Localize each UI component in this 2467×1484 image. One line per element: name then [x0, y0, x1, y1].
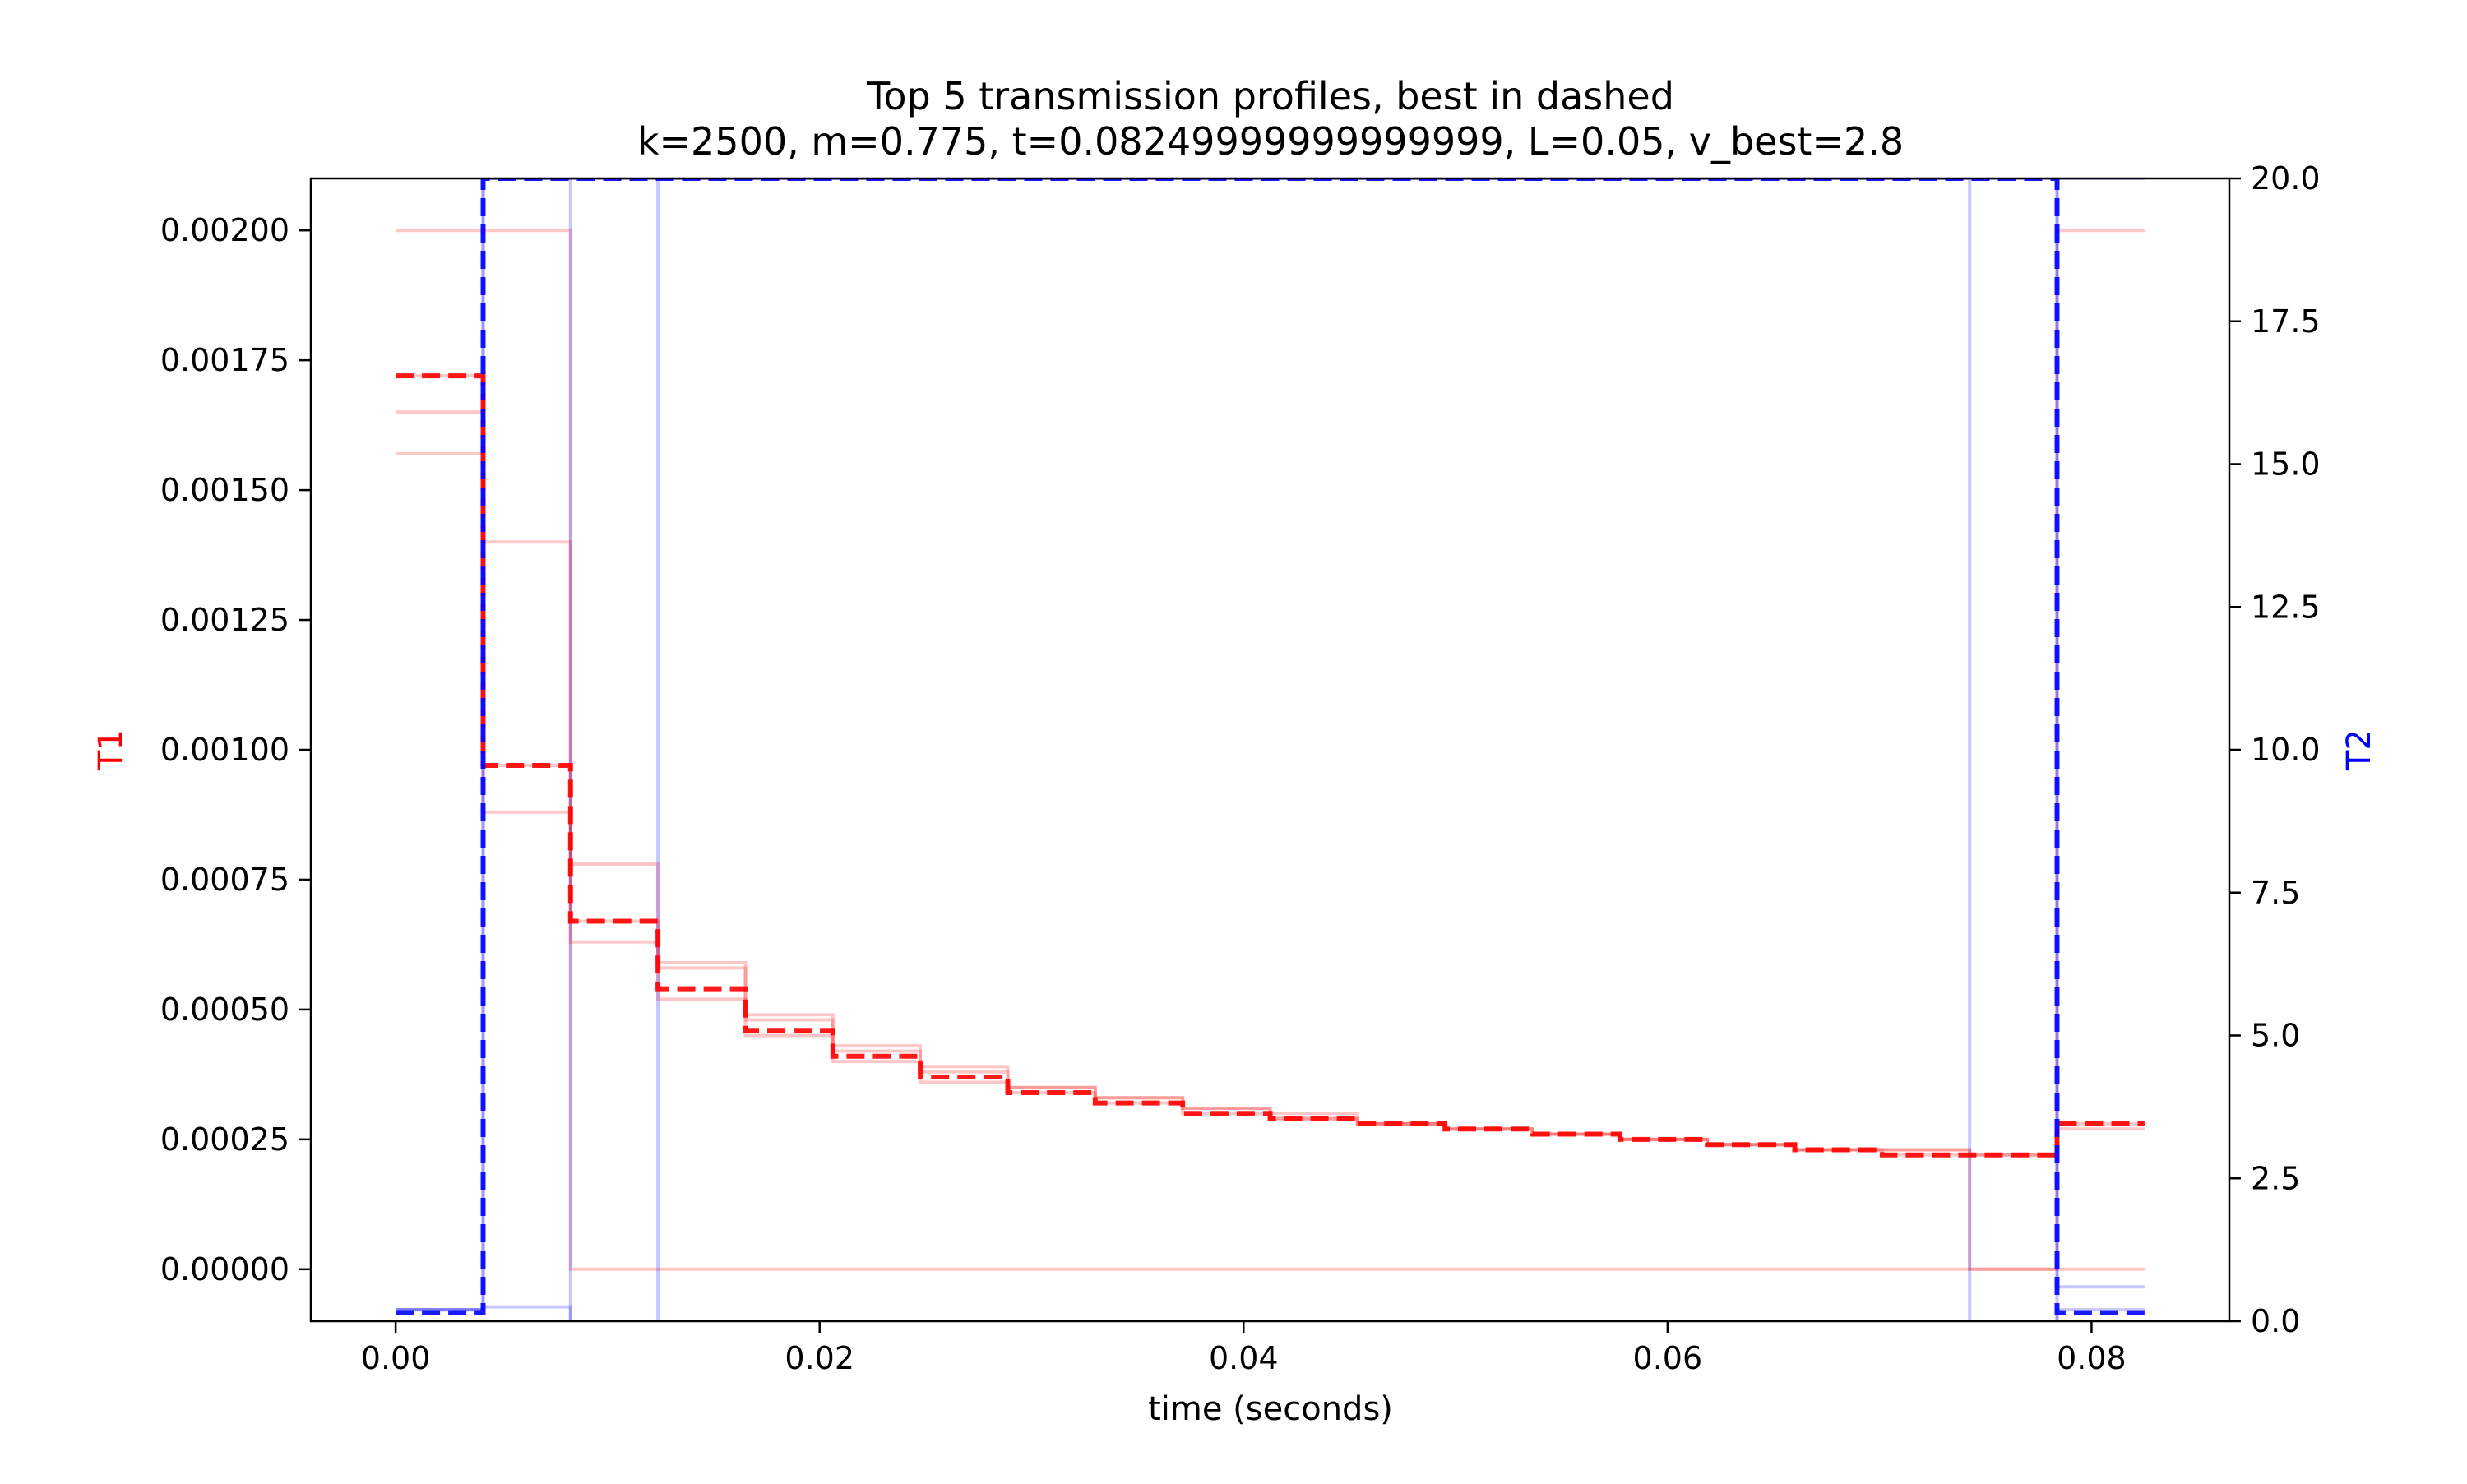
- y-right-tick-label: 2.5: [2251, 1160, 2300, 1196]
- y-left-tick-label: 0.00100: [160, 732, 289, 768]
- chart-title: Top 5 transmission profiles, best in das…: [866, 74, 1674, 118]
- x-tick-label: 0.04: [1209, 1340, 1279, 1376]
- y-left-tick-label: 0.00000: [160, 1251, 289, 1288]
- x-tick-label: 0.02: [785, 1340, 854, 1376]
- y-left-tick-label: 0.00050: [160, 992, 289, 1028]
- y-left-tick-label: 0.00150: [160, 472, 289, 508]
- y-right-tick-label: 5.0: [2251, 1018, 2300, 1054]
- y-left-axis-ticks: 0.00000 0.00025 0.00050 0.00075 0.00100 0.001…: [160, 212, 311, 1288]
- y-right-axis-label: T2: [2340, 729, 2378, 771]
- series-layer: [396, 178, 2145, 1321]
- t2-series-line-5: [396, 178, 2145, 1321]
- y-right-tick-label: 17.5: [2251, 303, 2321, 340]
- x-tick-label: 0.00: [361, 1340, 431, 1376]
- x-tick-label: 0.08: [2057, 1340, 2127, 1376]
- t1-best-series-line: [396, 373, 2145, 1158]
- y-left-tick-label: 0.00025: [160, 1121, 289, 1158]
- y-right-tick-label: 15.0: [2251, 446, 2321, 483]
- x-axis-label: time (seconds): [1148, 1390, 1393, 1428]
- chart-subtitle: k=2500, m=0.775, t=0.08249999999999999, …: [637, 119, 1904, 164]
- y-left-tick-label: 0.00200: [160, 212, 289, 248]
- y-right-tick-label: 0.0: [2251, 1303, 2300, 1339]
- y-left-tick-label: 0.00075: [160, 862, 289, 898]
- y-left-tick-label: 0.00125: [160, 602, 289, 638]
- y-right-axis-ticks: 0.0 2.5 5.0 7.5 10.0 12.5 15.0 17.5 20.0: [2229, 160, 2321, 1339]
- t1-series-line-0: [396, 229, 2145, 1271]
- y-left-tick-label: 0.00175: [160, 342, 289, 378]
- x-tick-label: 0.06: [1633, 1340, 1703, 1376]
- y-right-tick-label: 12.5: [2251, 589, 2321, 625]
- x-axis-ticks: 0.00 0.02 0.04 0.06 0.08: [361, 1321, 2127, 1376]
- y-right-tick-label: 20.0: [2251, 160, 2321, 196]
- y-right-tick-label: 10.0: [2251, 732, 2321, 768]
- y-right-tick-label: 7.5: [2251, 875, 2300, 911]
- t1-series-line-1: [396, 410, 2145, 1271]
- y-left-axis-label: T1: [92, 729, 130, 771]
